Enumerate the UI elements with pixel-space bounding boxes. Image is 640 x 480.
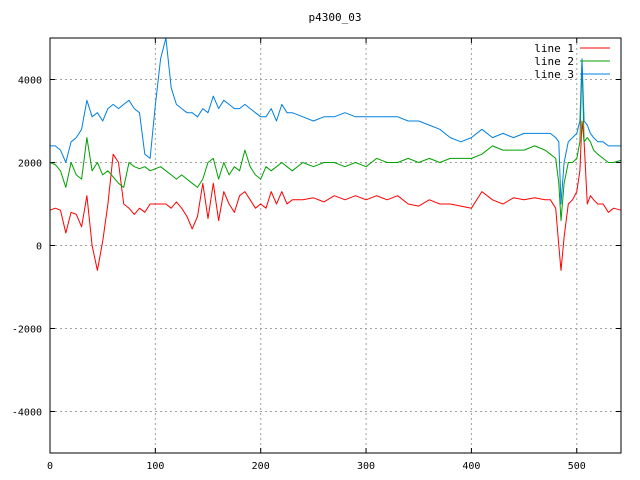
series-line-3: [50, 37, 621, 205]
plot-frame: [49, 37, 622, 454]
chart-title: p4300_03: [309, 11, 362, 24]
y-tick-label: 4000: [18, 76, 42, 87]
series-line-2: [49, 62, 622, 222]
legend-label-3: line 3: [534, 68, 574, 81]
x-tick-label: 0: [47, 461, 53, 472]
y-tick-label: -2000: [12, 325, 42, 336]
axis-tick-labels: 0 100 200 300 400 500 -4000 -2000 0 2000 4000: [12, 76, 586, 473]
grid: [49, 38, 621, 453]
y-tick-label: -4000: [12, 408, 42, 419]
x-tick-label: 300: [357, 461, 375, 472]
legend-label-2: line 2: [534, 55, 574, 68]
x-tick-label: 100: [146, 461, 164, 472]
legend-label-1: line 1: [534, 42, 574, 55]
x-tick-label: 500: [568, 461, 586, 472]
series-lines: [49, 37, 622, 271]
y-tick-label: 2000: [18, 159, 42, 170]
x-tick-label: 200: [252, 461, 270, 472]
series-line-1: [49, 120, 622, 271]
y-tick-label: 0: [36, 242, 42, 253]
axis-ticks: [49, 38, 621, 453]
x-tick-label: 400: [462, 461, 480, 472]
